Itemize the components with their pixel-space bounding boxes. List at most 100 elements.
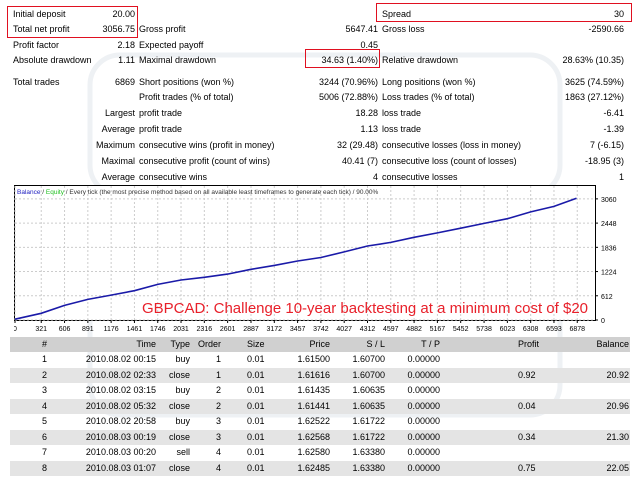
cell-stop-loss: 1.60635 [352, 400, 385, 411]
cell-order: 4 [215, 462, 221, 473]
profit-trades-label: Profit trades (% of total) [139, 92, 234, 102]
cell-profit: 0.92 [518, 369, 536, 380]
cell-index: 7 [42, 447, 48, 457]
cell-type: buy [175, 354, 190, 364]
header-size: Size [247, 339, 265, 349]
cell-take-profit: 0.00000 [407, 431, 440, 442]
cell-order: 2 [215, 400, 221, 411]
balance-line [14, 197, 577, 320]
average-consecutive-losses-label: consecutive losses [382, 172, 458, 182]
cell-order: 4 [215, 447, 221, 457]
cell-balance: 21.30 [606, 431, 629, 442]
cell-time: 2010.08.02 20:58 [85, 416, 156, 426]
x-tick-label: 6023 [500, 326, 516, 333]
cell-take-profit: 0.00000 [407, 369, 440, 380]
total-trades-value: 6869 [114, 77, 135, 87]
profit-factor-label: Profit factor [13, 40, 60, 50]
initial-deposit-value: 20.00 [112, 9, 135, 19]
header-order: Order [197, 339, 221, 349]
loss-trades-value: 1863 (27.12%) [564, 92, 624, 102]
x-tick-label: 4597 [383, 326, 399, 333]
cell-take-profit: 0.00000 [407, 385, 440, 395]
highlight-box [305, 49, 380, 68]
largest-prefix: Largest [104, 108, 135, 118]
table-row[interactable]: 3 2010.08.02 03:15 buy 2 0.01 1.61435 1.60635 0… [10, 383, 630, 399]
cell-stop-loss: 1.61722 [352, 431, 385, 442]
long-positions-label: Long positions (won %) [382, 77, 476, 87]
average-consecutive-prefix: Average [101, 172, 135, 182]
x-tick-label: 1176 [104, 326, 119, 333]
maximum-wins-label: consecutive wins (profit in money) [139, 140, 275, 150]
cell-balance: 22.05 [606, 462, 629, 473]
average-consecutive-wins-label: consecutive wins [139, 172, 208, 182]
table-row[interactable]: 8 2010.08.03 01:07 close 4 0.01 1.62485 1.6338… [10, 460, 630, 476]
x-tick-label: 3457 [290, 326, 306, 333]
cell-price: 1.62568 [297, 431, 330, 442]
maximal-wins-value: 40.41 (7) [341, 156, 378, 166]
cell-index: 1 [42, 354, 48, 364]
expected-payoff-value: 0.45 [360, 40, 378, 50]
header-type: Type [170, 339, 190, 349]
x-tick-label: 3742 [313, 326, 329, 333]
y-tick-label: 2448 [601, 221, 617, 228]
table-row[interactable]: 2 2010.08.02 02:33 close 1 0.01 1.61616 1.6070… [10, 367, 630, 383]
cell-stop-loss: 1.63380 [352, 447, 385, 457]
total-trades-label: Total trades [13, 77, 60, 87]
maximal-wins-label: consecutive profit (count of wins) [139, 156, 271, 166]
cell-price: 1.61435 [297, 385, 330, 395]
cell-order: 3 [215, 431, 221, 442]
cell-price: 1.62522 [297, 416, 330, 426]
header-balance: Balance [596, 339, 629, 349]
absolute-drawdown-label: Absolute drawdown [13, 55, 92, 65]
cell-size: 0.01 [247, 431, 265, 442]
cell-order: 2 [215, 385, 221, 395]
cell-stop-loss: 1.60700 [352, 369, 385, 380]
cell-price: 1.62485 [297, 462, 330, 473]
maximum-prefix: Maximum [95, 140, 135, 150]
cell-size: 0.01 [247, 462, 265, 473]
cell-index: 5 [42, 416, 48, 426]
net-profit-label: Total net profit [13, 24, 70, 34]
cell-stop-loss: 1.61722 [352, 416, 385, 426]
cell-index: 4 [42, 400, 48, 411]
cell-price: 1.61500 [297, 354, 330, 364]
legend-balance: Balance [17, 189, 41, 196]
header-price: Price [309, 339, 330, 349]
cell-take-profit: 0.00000 [407, 416, 440, 426]
table-row[interactable]: 1 2010.08.02 00:15 buy 1 0.01 1.61500 1.60700 0… [10, 352, 630, 368]
maximal-losses-label: consecutive loss (count of losses) [382, 156, 517, 166]
maximal-drawdown-value: 34.63 (1.40%) [321, 55, 378, 65]
cell-type: buy [175, 385, 190, 395]
table-row[interactable]: 7 2010.08.03 00:20 sell 4 0.01 1.62580 1.63380… [10, 445, 630, 461]
highlight-box [7, 6, 138, 38]
table-row[interactable]: 6 2010.08.03 00:19 close 3 0.01 1.62568 1.6172… [10, 429, 630, 445]
cell-type: close [168, 431, 190, 442]
net-profit-value: 3056.75 [102, 24, 135, 34]
cell-index: 8 [42, 462, 48, 473]
long-positions-value: 3625 (74.59%) [564, 77, 624, 87]
average-prefix: Average [101, 124, 135, 134]
short-positions-label: Short positions (won %) [139, 77, 235, 87]
table-row[interactable]: 5 2010.08.02 20:58 buy 3 0.01 1.62522 1.61722 0… [10, 414, 630, 430]
x-tick-label: 4027 [336, 326, 352, 333]
x-tick-label: 6593 [546, 326, 562, 333]
largest-profit-value: 18.28 [355, 108, 378, 118]
largest-loss-label: loss trade [382, 108, 422, 118]
x-tick-label: 5738 [476, 326, 492, 333]
cell-time: 2010.08.03 00:20 [85, 447, 156, 457]
profit-trades-value: 5006 (72.88%) [318, 92, 378, 102]
cell-price: 1.62580 [297, 447, 330, 457]
largest-profit-label: profit trade [139, 108, 183, 118]
x-tick-label: 6878 [569, 326, 585, 333]
table-row[interactable]: 4 2010.08.02 05:32 close 2 0.01 1.61441 1.6063… [10, 398, 630, 414]
y-tick-label: 1836 [601, 245, 617, 252]
y-tick-label: 0 [601, 318, 605, 325]
cell-index: 2 [42, 369, 48, 380]
cell-size: 0.01 [247, 400, 265, 411]
chart-legend: Balance / Equity / Every tick (the most … [17, 189, 379, 196]
x-tick-label: 1461 [127, 326, 143, 333]
average-consecutive-wins-value: 4 [372, 172, 378, 182]
cell-type: close [168, 462, 190, 473]
cell-type: sell [176, 447, 190, 457]
legend-equity: Equity [46, 189, 65, 196]
